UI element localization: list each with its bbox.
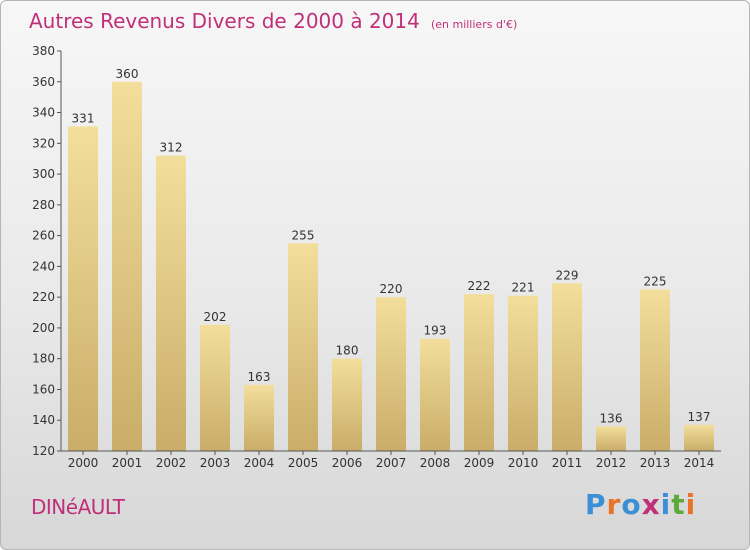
bar-2001 — [112, 81, 142, 452]
bar-2004 — [244, 384, 274, 451]
x-tick-label-2000: 2000 — [68, 456, 99, 470]
chart-title: Autres Revenus Divers de 2000 à 2014 (en… — [29, 9, 517, 33]
y-tick-label-380: 380 — [32, 44, 55, 58]
value-label-2005: 255 — [292, 228, 315, 242]
bar-2007 — [376, 297, 406, 451]
title-unit: (en milliers d'€) — [430, 18, 518, 31]
value-label-2009: 222 — [468, 279, 491, 293]
x-tick-label-2010: 2010 — [508, 456, 539, 470]
axes: 2000 2001 2002 2003 2004 2005 2006 2007 2008 2009… — [32, 44, 721, 470]
value-label-2003: 202 — [204, 310, 227, 324]
value-label-2008: 193 — [424, 324, 447, 338]
data-labels: 331 360 312 202 163 255 180 220 193 222 221 229 136 2… — [72, 67, 711, 426]
bar-2014 — [684, 424, 714, 451]
bar-2000 — [68, 126, 98, 451]
x-tick-label-2003: 2003 — [200, 456, 231, 470]
value-label-2006: 180 — [336, 344, 359, 358]
logo-letter: i — [685, 488, 697, 521]
logo-letter: i — [660, 488, 672, 521]
value-label-2012: 136 — [600, 411, 623, 425]
value-label-2000: 331 — [72, 111, 95, 125]
bar-2009 — [464, 294, 494, 451]
value-label-2010: 221 — [512, 281, 535, 295]
x-tick-label-2009: 2009 — [464, 456, 495, 470]
bar-2006 — [332, 358, 362, 451]
y-tick-label-340: 340 — [32, 106, 55, 120]
value-label-2004: 163 — [248, 370, 271, 384]
bar-2010 — [508, 295, 538, 451]
y-tick-label-200: 200 — [32, 321, 55, 335]
bar-2005 — [288, 243, 318, 451]
y-tick-label-240: 240 — [32, 259, 55, 273]
x-tick-label-2001: 2001 — [112, 456, 143, 470]
logo-letter: r — [606, 488, 622, 521]
x-tick-label-2012: 2012 — [596, 456, 627, 470]
y-tick-label-360: 360 — [32, 75, 55, 89]
commune-name: DINéAULT — [31, 495, 125, 519]
x-tick-label-2013: 2013 — [640, 456, 671, 470]
bar-2002 — [156, 155, 186, 451]
value-label-2014: 137 — [688, 410, 711, 424]
bar-2013 — [640, 289, 670, 451]
y-tick-label-320: 320 — [32, 136, 55, 150]
y-tick-label-160: 160 — [32, 382, 55, 396]
y-tick-label-220: 220 — [32, 290, 55, 304]
y-tick-label-120: 120 — [32, 444, 55, 458]
y-tick-label-300: 300 — [32, 167, 55, 181]
x-tick-label-2014: 2014 — [684, 456, 715, 470]
x-tick-label-2007: 2007 — [376, 456, 407, 470]
x-tick-label-2006: 2006 — [332, 456, 363, 470]
logo-letter: P — [585, 488, 607, 521]
proxiti-logo[interactable]: Proxiti — [585, 488, 696, 521]
value-label-2013: 225 — [644, 274, 667, 288]
bars — [68, 81, 714, 452]
logo-letter: x — [641, 488, 661, 521]
y-tick-label-180: 180 — [32, 352, 55, 366]
x-tick-label-2008: 2008 — [420, 456, 451, 470]
bar-2011 — [552, 283, 582, 451]
logo-letter: o — [621, 488, 642, 521]
x-tick-label-2002: 2002 — [156, 456, 187, 470]
bar-2003 — [200, 324, 230, 451]
value-label-2011: 229 — [556, 268, 579, 282]
value-label-2002: 312 — [160, 141, 183, 155]
x-tick-label-2004: 2004 — [244, 456, 275, 470]
value-label-2001: 360 — [116, 67, 139, 81]
bar-2012 — [596, 426, 626, 451]
value-label-2007: 220 — [380, 282, 403, 296]
y-tick-label-140: 140 — [32, 413, 55, 427]
x-tick-label-2005: 2005 — [288, 456, 319, 470]
y-tick-label-260: 260 — [32, 229, 55, 243]
x-tick-label-2011: 2011 — [552, 456, 583, 470]
title-text: Autres Revenus Divers de 2000 à 2014 — [29, 9, 420, 33]
y-tick-label-280: 280 — [32, 198, 55, 212]
bar-2008 — [420, 338, 450, 451]
logo-letter: t — [671, 488, 686, 521]
